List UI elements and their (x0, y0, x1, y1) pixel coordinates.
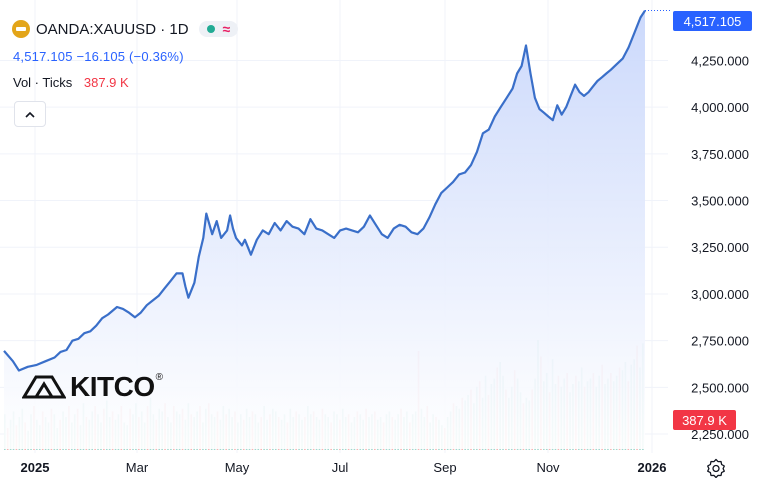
volume-legend[interactable]: Vol · Ticks 387.9 K (13, 75, 129, 90)
time-tick-label: Jul (332, 460, 349, 475)
registered-mark: ® (155, 371, 163, 383)
volume-label: Vol · Ticks (13, 75, 73, 90)
price-tick-label: 3,750.000 (691, 147, 749, 162)
time-tick-label: Sep (433, 460, 456, 475)
symbol-legend[interactable]: OANDA:XAUUSD · 1D ≈ (12, 20, 239, 38)
time-tick-label: Mar (126, 460, 149, 475)
last-volume-badge: 387.9 K (673, 410, 736, 430)
last-price-badge: 4,517.105 (673, 11, 752, 31)
price-line (3, 9, 646, 372)
time-tick-label: Nov (536, 460, 560, 475)
market-open-icon (206, 25, 215, 33)
price-area-fill (4, 10, 645, 449)
price-tick-label: 2,250.000 (691, 427, 749, 442)
symbol-title: OANDA:XAUUSD · 1D (36, 20, 189, 38)
volume-value: 387.9 K (83, 75, 129, 90)
kitco-wordmark: KITCO (70, 371, 155, 402)
price-tick-label: 4,250.000 (691, 53, 749, 68)
time-tick-label: 2025 (21, 460, 50, 475)
kitco-logo: KITCO ® (22, 371, 163, 403)
quote-values: 4,517.105 −16.105 (−0.36%) (13, 49, 184, 64)
price-tick-label: 2,500.000 (691, 380, 749, 395)
chevron-up-icon (25, 111, 35, 118)
collapse-legend-button[interactable] (14, 101, 46, 127)
price-tick-label: 4,000.000 (691, 100, 749, 115)
price-tick-label: 3,000.000 (691, 287, 749, 302)
time-axis[interactable]: 2025 Mar May Jul Sep Nov 2026 (21, 460, 667, 475)
gear-icon[interactable] (706, 458, 726, 478)
price-tick-label: 3,500.000 (691, 194, 749, 209)
time-tick-label: May (225, 460, 250, 475)
time-tick-label: 2026 (638, 460, 667, 475)
price-tick-label: 2,750.000 (691, 334, 749, 349)
kitco-mark-icon (22, 375, 66, 399)
price-tick-label: 3,250.000 (691, 240, 749, 255)
gold-bar-icon (12, 20, 30, 38)
status-pill[interactable]: ≈ (198, 21, 239, 37)
wave-icon: ≈ (222, 21, 231, 37)
price-axis[interactable]: 4,250.000 4,000.000 3,750.000 3,500.000 3,25… (691, 53, 749, 442)
